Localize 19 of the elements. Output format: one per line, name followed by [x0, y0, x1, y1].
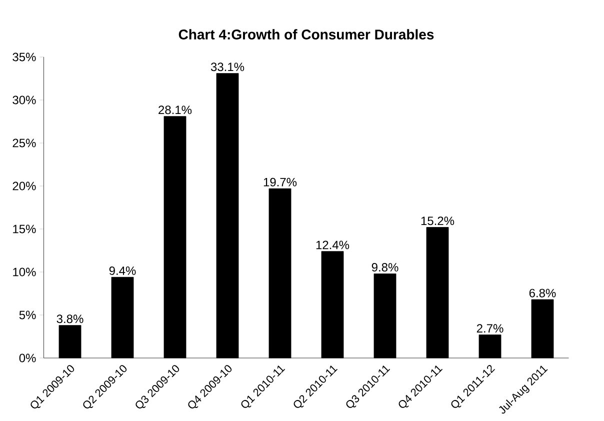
- y-tick-label: 20%: [12, 182, 36, 190]
- data-label: 12.4%: [316, 240, 350, 250]
- data-label: 33.1%: [210, 62, 244, 72]
- data-label: 9.4%: [109, 266, 136, 275]
- y-tick-label: 15%: [13, 224, 36, 234]
- data-label: 2.7%: [476, 324, 504, 333]
- y-tick-label: 0%: [19, 354, 36, 362]
- y-tick-label: 35%: [12, 52, 36, 62]
- data-label: 9.8%: [372, 263, 398, 272]
- data-label: 19.7%: [264, 178, 297, 186]
- y-tick-label: 10%: [13, 268, 36, 276]
- chart-title: Chart 4:Growth of Consumer Durables: [178, 29, 434, 40]
- data-label: 15.2%: [421, 216, 454, 226]
- data-label: 28.1%: [158, 106, 192, 114]
- y-tick-label: 30%: [12, 96, 36, 104]
- data-label: 6.8%: [529, 288, 556, 298]
- y-tick-label: 25%: [12, 138, 36, 148]
- y-tick-label: 5%: [19, 310, 36, 320]
- data-label: 3.8%: [56, 314, 84, 324]
